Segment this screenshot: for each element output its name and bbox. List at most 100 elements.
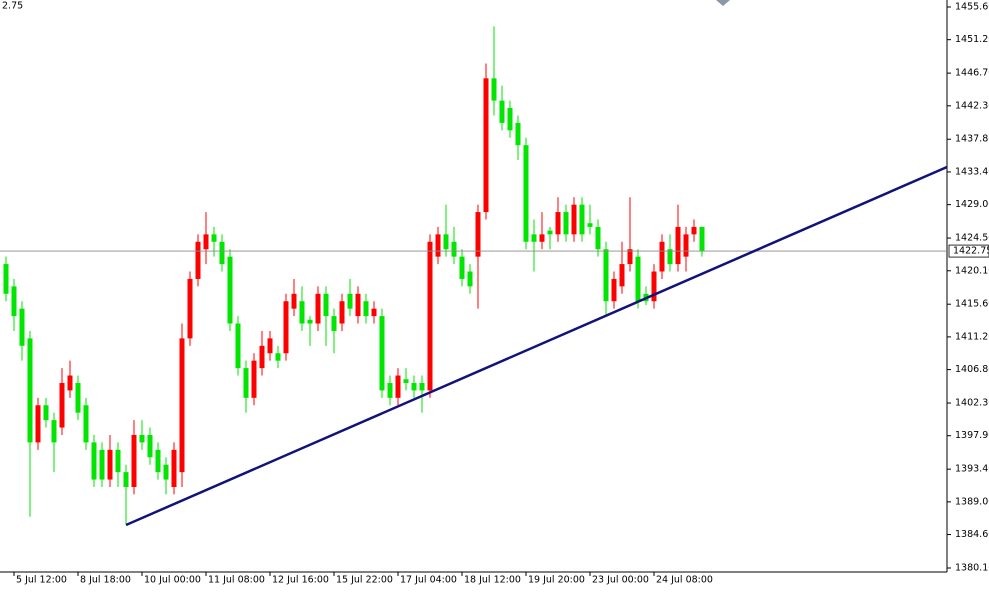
y-tick-label: 1424.50	[955, 233, 989, 244]
candle-body	[683, 234, 689, 257]
candle-body	[523, 145, 529, 242]
candle-body	[307, 319, 313, 324]
candle-body	[483, 78, 489, 213]
candle-body	[659, 241, 665, 272]
candle-body	[179, 338, 185, 473]
y-tick-label: 1433.40	[955, 166, 989, 177]
candle-body	[323, 293, 329, 317]
candle-body	[243, 368, 249, 398]
y-tick-label: 1420.10	[955, 265, 989, 276]
y-tick-label: 1411.20	[955, 331, 989, 342]
trend-line	[125, 165, 948, 527]
x-tick-label: 5 Jul 12:00	[16, 575, 67, 586]
x-tick-label: 8 Jul 18:00	[80, 575, 131, 586]
candle-body	[691, 226, 697, 235]
candle-body	[35, 405, 41, 443]
candle-body	[507, 108, 513, 131]
candle-body	[51, 420, 57, 443]
candle-body	[251, 360, 257, 398]
candle-body	[427, 241, 433, 391]
candle-body	[155, 449, 161, 473]
candle-body	[699, 226, 705, 252]
candle-body	[611, 278, 617, 302]
y-tick-label: 1384.60	[955, 529, 989, 540]
candle-body	[83, 405, 89, 443]
y-tick-label: 1437.80	[955, 134, 989, 145]
candle-body	[203, 234, 209, 250]
x-tick-label: 18 Jul 12:00	[464, 575, 521, 586]
candle-body	[67, 375, 73, 391]
candle-body	[475, 212, 481, 257]
candle-body	[387, 382, 393, 398]
candle-body	[299, 301, 305, 324]
candle-body	[547, 230, 553, 235]
candle-body	[131, 434, 137, 487]
candle-body	[491, 78, 497, 101]
candle-body	[195, 241, 201, 279]
candle-body	[139, 434, 145, 443]
y-tick-label: 1397.90	[955, 430, 989, 441]
candle-body	[651, 271, 657, 302]
x-tick-label: 19 Jul 20:00	[528, 575, 585, 586]
candle-body	[107, 449, 113, 480]
candle-body	[355, 293, 361, 317]
last-price-box	[948, 244, 989, 258]
candle-body	[403, 379, 409, 383]
y-tick-label: 1402.30	[955, 398, 989, 409]
candle-body	[211, 234, 217, 242]
y-tick-label: 1389.00	[955, 496, 989, 507]
candle-body	[235, 323, 241, 369]
last-price-label: 1422.75	[953, 246, 989, 257]
y-tick-label: 1415.60	[955, 299, 989, 310]
candle-body	[171, 449, 177, 487]
y-tick-label: 1442.30	[955, 100, 989, 111]
x-tick-label: 15 Jul 22:00	[336, 575, 393, 586]
candle-body	[555, 212, 561, 235]
y-tick-label: 1429.00	[955, 199, 989, 210]
candle-body	[395, 375, 401, 398]
candle-body	[43, 405, 49, 421]
candle-body	[467, 271, 473, 287]
shift-marker	[716, 0, 730, 6]
candle-body	[123, 472, 129, 487]
x-tick-label: 17 Jul 04:00	[400, 575, 457, 586]
candle-body	[99, 449, 105, 480]
candle-body	[115, 449, 121, 473]
candle-body	[667, 249, 673, 265]
candle-body	[147, 434, 153, 458]
candle-body	[579, 204, 585, 235]
candle-body	[283, 301, 289, 354]
candle-body	[75, 382, 81, 413]
candle-body	[459, 256, 465, 279]
candle-body	[675, 226, 681, 265]
candle-body	[635, 256, 641, 302]
candle-body	[587, 223, 593, 227]
candle-body	[59, 382, 65, 428]
candle-body	[619, 264, 625, 287]
y-tick-label: 1451.20	[955, 34, 989, 45]
candle-body	[539, 234, 545, 242]
candle-body	[595, 226, 601, 250]
candle-body	[275, 353, 281, 361]
candle-body	[443, 234, 449, 250]
candle-body	[379, 316, 385, 391]
x-tick-label: 23 Jul 00:00	[592, 575, 649, 586]
candle-body	[411, 382, 417, 391]
candle-body	[347, 293, 353, 309]
candle-body	[219, 241, 225, 265]
candle-body	[91, 442, 97, 480]
y-tick-label: 1455.60	[955, 1, 989, 12]
candle-body	[435, 234, 441, 257]
candle-body	[499, 100, 505, 123]
candle-body	[187, 278, 193, 339]
candle-body	[531, 234, 537, 242]
candle-body	[291, 293, 297, 309]
candle-body	[3, 264, 9, 294]
candle-body	[419, 382, 425, 391]
candle-body	[515, 122, 521, 146]
candle-body	[27, 338, 33, 443]
y-tick-label: 1406.80	[955, 364, 989, 375]
candle-body	[11, 286, 17, 317]
x-tick-label: 10 Jul 00:00	[144, 575, 201, 586]
